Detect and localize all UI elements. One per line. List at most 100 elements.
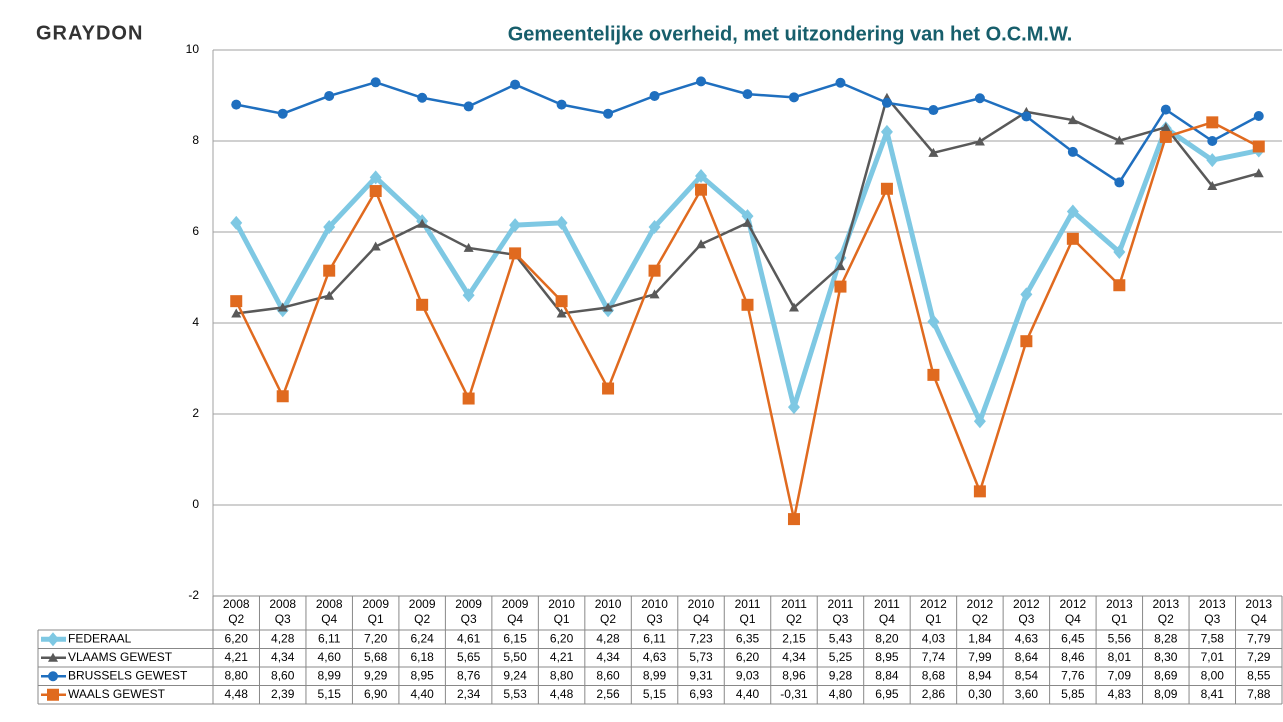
table-value: 8,41 — [1201, 687, 1225, 701]
table-value: 8,09 — [1154, 687, 1178, 701]
x-tick-label: 2012 — [967, 597, 994, 611]
marker — [509, 247, 522, 260]
table-value: 5,43 — [829, 631, 853, 645]
x-tick-label: 2011 — [874, 597, 900, 611]
x-tick-label: Q1 — [1111, 612, 1127, 626]
table-value: 4,21 — [550, 650, 574, 664]
marker — [928, 105, 939, 116]
marker — [1113, 279, 1126, 292]
x-tick-label: Q3 — [647, 612, 663, 626]
table-value: 7,29 — [1247, 650, 1271, 664]
marker — [47, 632, 59, 647]
table-value: 9,03 — [736, 668, 760, 682]
table-value: 7,99 — [968, 650, 992, 664]
marker — [696, 239, 707, 249]
table-value: 4,48 — [550, 687, 574, 701]
table-value: 7,74 — [922, 650, 946, 664]
y-tick-label: 6 — [192, 224, 199, 238]
table-value: 2,56 — [596, 687, 620, 701]
marker — [602, 382, 615, 395]
x-tick-label: 2008 — [269, 597, 296, 611]
marker — [1114, 135, 1125, 145]
table-value: 4,60 — [318, 650, 342, 664]
marker — [230, 295, 243, 308]
marker — [556, 308, 567, 318]
brand-logo: GRAYDON — [36, 22, 143, 44]
y-tick-label: -2 — [188, 588, 199, 602]
table-value: 4,28 — [596, 631, 620, 645]
x-tick-label: Q1 — [368, 612, 384, 626]
table-value: 8,54 — [1015, 668, 1039, 682]
table-value: 6,11 — [643, 631, 666, 645]
table-value: 5,68 — [364, 650, 388, 664]
marker — [927, 314, 940, 329]
marker — [695, 183, 708, 196]
x-tick-label: 2010 — [595, 597, 622, 611]
table-value: 4,61 — [457, 631, 481, 645]
x-tick-label: Q4 — [693, 612, 709, 626]
marker — [48, 652, 58, 662]
marker — [1252, 140, 1265, 153]
table-value: 1,84 — [968, 631, 992, 645]
marker — [603, 108, 614, 119]
marker — [1020, 335, 1033, 348]
y-tick-label: 8 — [192, 133, 199, 147]
marker — [649, 289, 660, 299]
marker — [1206, 153, 1219, 168]
marker — [742, 217, 753, 227]
table-value: 6,20 — [736, 650, 760, 664]
marker — [510, 79, 521, 90]
marker — [1159, 130, 1172, 143]
legend-label: VLAAMS GEWEST — [68, 650, 173, 664]
marker — [462, 392, 475, 405]
marker — [1114, 177, 1125, 188]
marker — [1066, 232, 1079, 245]
table-value: 8,99 — [318, 668, 342, 682]
x-tick-label: 2013 — [1245, 597, 1272, 611]
x-tick-label: 2012 — [920, 597, 947, 611]
marker — [974, 136, 985, 146]
table-value: 0,30 — [968, 687, 992, 701]
marker — [555, 295, 568, 308]
marker — [880, 124, 893, 139]
table-value: 5,65 — [457, 650, 481, 664]
table-value: 4,40 — [736, 687, 760, 701]
marker — [1021, 111, 1032, 122]
table-value: 8,68 — [922, 668, 946, 682]
table-value: 5,73 — [689, 650, 713, 664]
table-value: 5,25 — [829, 650, 853, 664]
marker — [509, 218, 522, 233]
marker — [928, 147, 939, 157]
table-value: 4,48 — [225, 687, 249, 701]
marker — [369, 185, 382, 198]
table-value: -0,31 — [780, 687, 808, 701]
marker — [1020, 287, 1033, 302]
table-value: 2,34 — [457, 687, 481, 701]
table-value: 5,15 — [318, 687, 342, 701]
marker — [48, 671, 58, 682]
x-tick-label: Q4 — [1065, 612, 1081, 626]
marker — [555, 215, 568, 230]
x-tick-label: 2009 — [409, 597, 436, 611]
marker — [1067, 146, 1078, 157]
marker — [1253, 168, 1264, 178]
table-value: 4,34 — [596, 650, 620, 664]
x-tick-label: Q3 — [275, 612, 291, 626]
table-value: 8,95 — [875, 650, 899, 664]
table-value: 8,99 — [643, 668, 667, 682]
marker — [880, 182, 893, 195]
table-value: 7,23 — [689, 631, 713, 645]
x-tick-label: Q1 — [554, 612, 570, 626]
table-value: 6,15 — [503, 631, 527, 645]
table-value: 7,20 — [364, 631, 388, 645]
table-value: 7,09 — [1108, 668, 1132, 682]
marker — [788, 302, 799, 312]
marker — [1253, 110, 1264, 121]
table-value: 8,60 — [596, 668, 620, 682]
table-value: 7,58 — [1201, 631, 1225, 645]
table-value: 8,76 — [457, 668, 481, 682]
series-line — [235, 121, 1260, 521]
x-tick-label: 2011 — [828, 597, 854, 611]
x-tick-label: 2012 — [1059, 597, 1086, 611]
x-tick-label: Q3 — [1204, 612, 1220, 626]
